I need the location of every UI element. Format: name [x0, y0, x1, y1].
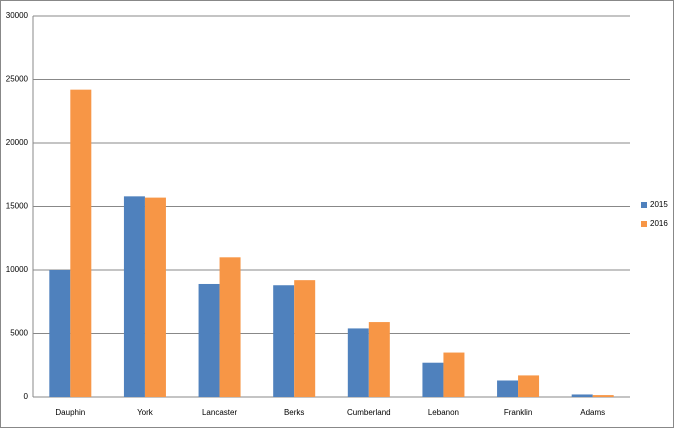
bar: [49, 270, 71, 397]
bar: [198, 283, 220, 397]
bar: [347, 328, 369, 397]
bar: [518, 375, 540, 397]
x-tick-label: Lancaster: [202, 408, 237, 417]
bar: [422, 362, 444, 397]
legend-label: 2015: [650, 200, 668, 209]
y-tick-label: 0: [24, 392, 29, 401]
x-tick-label: York: [137, 408, 154, 417]
y-tick-label: 5000: [10, 329, 28, 338]
x-tick-label: Berks: [284, 408, 304, 417]
x-tick-label: Adams: [580, 408, 605, 417]
bar: [592, 395, 614, 397]
y-tick-label: 20000: [6, 138, 29, 147]
bar: [123, 196, 145, 397]
legend-label: 2016: [650, 219, 668, 228]
legend-swatch: [641, 202, 647, 208]
y-tick-label: 30000: [6, 11, 29, 20]
bar: [443, 352, 465, 397]
bar: [368, 322, 390, 397]
bar: [70, 89, 92, 397]
bar: [571, 394, 593, 397]
y-tick-label: 10000: [6, 265, 29, 274]
y-tick-label: 15000: [6, 202, 29, 211]
bar: [497, 380, 519, 397]
bar: [144, 197, 166, 397]
bar: [219, 257, 241, 397]
x-tick-label: Lebanon: [428, 408, 459, 417]
x-tick-label: Cumberland: [347, 408, 391, 417]
bar: [273, 285, 295, 397]
bar: [294, 280, 316, 397]
y-tick-label: 25000: [6, 75, 29, 84]
x-tick-label: Dauphin: [55, 408, 85, 417]
x-tick-label: Franklin: [504, 408, 532, 417]
legend-swatch: [641, 221, 647, 227]
